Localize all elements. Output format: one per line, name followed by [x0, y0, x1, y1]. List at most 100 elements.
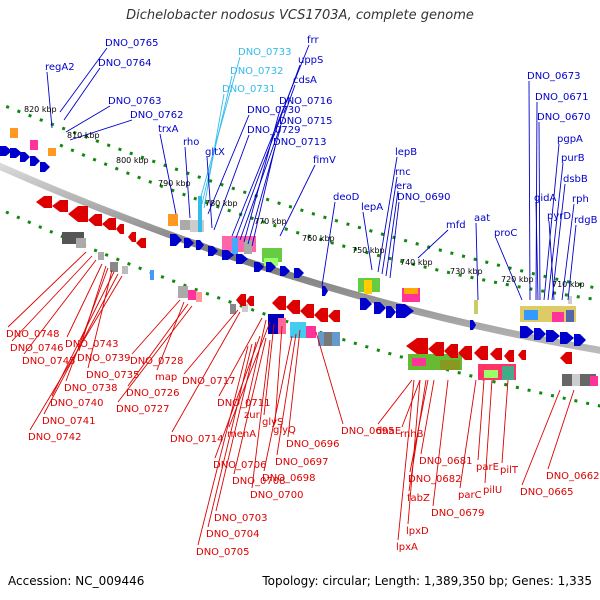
- reverse-gene-label: DNO_0745: [22, 356, 76, 367]
- gene-arrows: [0, 146, 586, 364]
- reverse-gene-arrow: [88, 214, 102, 226]
- forward-leader-line: [69, 119, 133, 141]
- reverse-leader-line: [408, 379, 427, 492]
- forward-leader-line: [385, 190, 399, 277]
- reverse-gene-label: DNO_0697: [275, 457, 329, 468]
- forward-leader-line: [543, 143, 560, 301]
- forward-leader-line: [247, 125, 282, 245]
- reverse-gene-arrow: [136, 238, 146, 248]
- reverse-gene-arrow: [444, 344, 458, 358]
- reverse-leader-line: [251, 339, 271, 489]
- feature-block: [10, 128, 18, 138]
- feature-block: [404, 288, 418, 294]
- forward-gene-label: lepA: [361, 202, 383, 213]
- forward-gene-arrow: [374, 302, 386, 314]
- kbp-tick-label: 770 kbp: [254, 217, 287, 226]
- reverse-leader-line: [397, 379, 415, 541]
- forward-gene-arrow: [560, 332, 574, 344]
- forward-gene-arrow: [40, 162, 50, 172]
- forward-leader-line: [231, 44, 310, 237]
- reverse-leader-line: [11, 255, 93, 342]
- kbp-tick-label: 730 kbp: [450, 267, 483, 276]
- forward-gene-label: proC: [494, 228, 517, 239]
- reverse-leader-line: [245, 319, 267, 409]
- feature-block: [110, 262, 118, 272]
- genome-summary-text: Topology: circular; Length: 1,389,350 bp…: [262, 574, 592, 588]
- forward-gene-label: DNO_0764: [98, 58, 152, 69]
- feature-block: [188, 290, 196, 300]
- reverse-gene-label: DNO_0738: [64, 383, 118, 394]
- reverse-gene-label: DNO_0746: [10, 343, 64, 354]
- reverse-leader-line: [263, 323, 275, 416]
- reverse-gene-label: DNO_0727: [116, 404, 170, 415]
- reverse-gene-label: DNO_0681: [419, 456, 473, 467]
- reverse-leader-line: [7, 251, 87, 328]
- reverse-gene-arrow: [116, 224, 124, 234]
- feature-block: [552, 312, 564, 322]
- reverse-gene-arrow: [36, 196, 52, 208]
- reverse-gene-label: menA: [227, 429, 256, 440]
- reverse-leader-line: [287, 329, 301, 438]
- feature-block: [76, 238, 86, 248]
- feature-block: [98, 252, 104, 260]
- reverse-gene-label: pilU: [483, 485, 502, 496]
- reverse-gene-label: DNO_0742: [28, 432, 82, 443]
- reverse-leader-line: [401, 379, 421, 428]
- feature-block: [474, 300, 478, 314]
- forward-gene-label: rph: [572, 194, 589, 205]
- forward-leader-line: [321, 201, 336, 287]
- kbp-tick-label: 720 kbp: [501, 275, 534, 284]
- forward-gene-label: DNO_0765: [105, 38, 159, 49]
- forward-gene-label: gltX: [205, 147, 225, 158]
- feature-block: [122, 266, 128, 274]
- forward-gene-label: gidA: [534, 193, 556, 204]
- forward-gene-label: DNO_0733: [238, 47, 292, 58]
- forward-leader-line: [389, 201, 400, 279]
- feature-block: [150, 270, 154, 280]
- forward-gene-label: purB: [561, 153, 585, 164]
- reverse-gene-label: DNO_0743: [65, 339, 119, 350]
- reverse-gene-label: parE: [476, 462, 499, 473]
- label-leader-lines: [7, 44, 577, 546]
- reverse-gene-arrow: [428, 342, 444, 356]
- forward-leader-line: [417, 229, 449, 259]
- reverse-gene-label: fabZ: [407, 493, 430, 504]
- reverse-gene-arrow: [272, 296, 286, 310]
- reverse-gene-label: DNO_0696: [286, 439, 340, 450]
- forward-gene-label: DNO_0713: [273, 137, 327, 148]
- reverse-gene-arrow: [286, 300, 300, 314]
- feature-block: [568, 296, 572, 304]
- forward-gene-label: DNO_0762: [130, 110, 184, 121]
- forward-leader-line: [279, 164, 316, 237]
- forward-gene-label: DNO_0670: [537, 112, 591, 123]
- reverse-leader-line: [127, 303, 189, 387]
- forward-gene-arrow: [236, 254, 248, 264]
- reverse-gene-label: lpxA: [396, 542, 418, 553]
- accession-text: Accession: NC_009446: [8, 574, 145, 588]
- forward-leader-line: [251, 146, 276, 247]
- forward-leader-line: [381, 176, 398, 275]
- forward-gene-label: DNO_0673: [527, 71, 581, 82]
- reverse-leader-line: [432, 379, 449, 507]
- feature-block: [324, 332, 332, 346]
- reverse-leader-line: [484, 379, 493, 484]
- forward-gene-arrow: [386, 306, 396, 318]
- forward-leader-line: [206, 156, 213, 229]
- forward-gene-arrow: [360, 298, 372, 310]
- reverse-gene-arrow: [474, 346, 488, 360]
- reverse-leader-line: [66, 263, 103, 338]
- forward-gene-arrow: [222, 250, 234, 260]
- reverse-leader-line: [183, 309, 239, 375]
- forward-gene-arrow: [254, 262, 264, 272]
- kbp-tick-label: 820 kbp: [24, 105, 57, 114]
- reverse-leader-line: [156, 301, 185, 371]
- forward-gene-label: DNO_0690: [397, 192, 451, 203]
- reverse-gene-label: glyS: [262, 417, 283, 428]
- reverse-gene-label: DNO_0741: [42, 416, 96, 427]
- feature-block: [48, 148, 56, 156]
- forward-gene-label: rdgB: [574, 215, 598, 226]
- forward-leader-line: [362, 211, 373, 271]
- forward-gene-arrow: [20, 152, 30, 162]
- forward-leader-line: [235, 64, 301, 239]
- forward-gene-label: deoD: [333, 192, 360, 203]
